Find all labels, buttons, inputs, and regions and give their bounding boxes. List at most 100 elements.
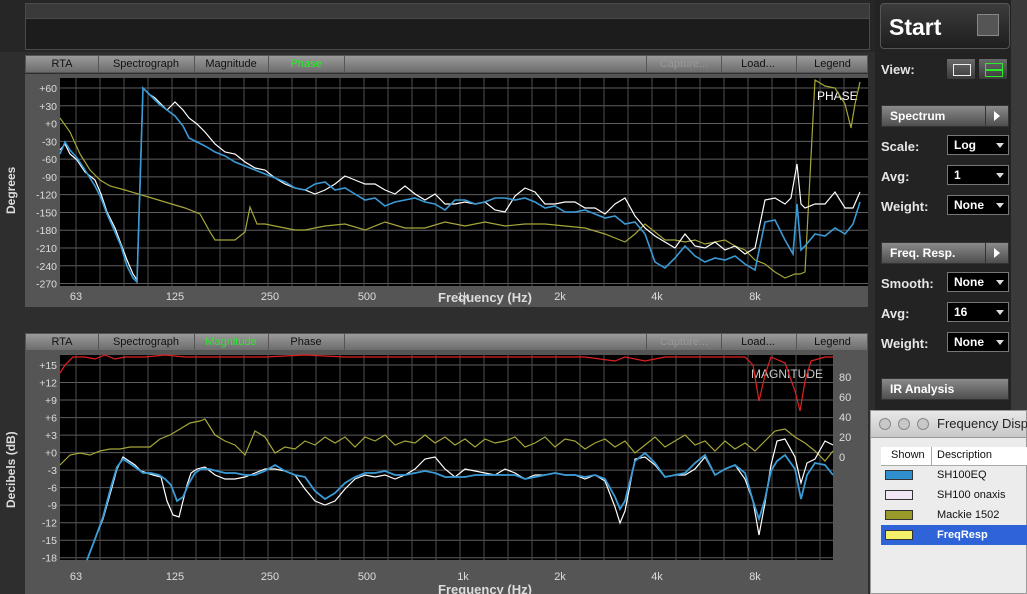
load-button[interactable]: Load... xyxy=(720,56,797,72)
x-tick-label: 125 xyxy=(166,291,184,303)
y-tick-label: +0 xyxy=(45,119,57,131)
y-tick-label: +3 xyxy=(45,430,57,442)
color-swatch[interactable] xyxy=(885,490,913,500)
chevron-down-icon xyxy=(996,310,1004,315)
spectrum-avg-select[interactable]: 1 xyxy=(947,165,1009,185)
top-header xyxy=(0,0,875,52)
tab-spectrograph[interactable]: Spectrograph xyxy=(98,56,195,72)
phase-x-tick-labels: 63 125 250 500 1k 2k 4k 8k xyxy=(70,291,761,303)
y-tick-label: -120 xyxy=(36,190,57,202)
y-tick-label: +60 xyxy=(39,83,57,95)
y-tick-label: -90 xyxy=(42,172,57,184)
coherence-tick-label: 80 xyxy=(839,372,851,384)
ir-analysis-section-header[interactable]: IR Analysis xyxy=(881,378,1009,400)
series-olive xyxy=(59,78,861,279)
coherence-tick-label: 40 xyxy=(839,412,851,424)
series-blue xyxy=(59,86,861,284)
start-button[interactable]: Start xyxy=(880,3,1010,49)
x-tick-label: 8k xyxy=(749,291,761,303)
scale-label: Scale: xyxy=(881,139,920,154)
header-display xyxy=(25,18,870,50)
y-tick-label: +12 xyxy=(39,378,57,390)
single-pane-icon xyxy=(953,64,971,76)
magnitude-plot: +15+12+9+6+3+0-3-6-9-12-15-18 806040200 … xyxy=(25,351,868,594)
spectrum-section-header[interactable]: Spectrum xyxy=(881,105,1009,127)
spectrum-weight-select[interactable]: None xyxy=(947,195,1009,215)
y-tick-label: -240 xyxy=(36,261,57,273)
chevron-down-icon xyxy=(996,143,1004,148)
capture-button[interactable]: Capture... xyxy=(646,334,722,350)
magnitude-x-tick-labels: 63 125 250 500 1k 2k 4k 8k xyxy=(70,571,761,583)
chevron-down-icon xyxy=(996,173,1004,178)
window-title-bar[interactable]: Frequency Disp xyxy=(871,411,1027,438)
color-swatch[interactable] xyxy=(885,510,913,520)
freq-resp-avg-label: Avg: xyxy=(881,306,910,321)
color-swatch[interactable] xyxy=(885,470,913,480)
x-tick-label: 1k xyxy=(457,291,469,303)
legend-row[interactable]: SH100 onaxis xyxy=(881,485,1027,505)
magnitude-y-tick-labels: +15 +12 +9 +6 +3 +0 -3 -6 -9 -12 -15 -18 xyxy=(39,360,57,565)
coherence-tick-labels: 80 60 40 20 0 xyxy=(839,372,851,464)
magnitude-x-axis-label: Frequency (Hz) xyxy=(438,582,532,594)
minimize-icon[interactable] xyxy=(898,418,910,430)
tab-rta[interactable]: RTA xyxy=(26,56,99,72)
y-tick-label: -3 xyxy=(48,465,57,477)
coherence-tick-label: 60 xyxy=(839,392,851,404)
phase-y-axis-label: Degrees xyxy=(4,166,18,214)
load-button[interactable]: Load... xyxy=(720,334,797,350)
tab-rta[interactable]: RTA xyxy=(26,334,99,350)
col-shown-header[interactable]: Shown xyxy=(891,449,925,461)
color-swatch[interactable] xyxy=(885,530,913,540)
spectrum-avg-label: Avg: xyxy=(881,169,910,184)
freq-resp-avg-select[interactable]: 16 xyxy=(947,302,1009,322)
view-single-button[interactable] xyxy=(946,58,976,80)
legend-button[interactable]: Legend xyxy=(814,58,851,70)
tab-phase[interactable]: Phase xyxy=(268,334,345,350)
frequency-display-window: Frequency Disp Shown Description SH100EQ… xyxy=(870,410,1027,594)
y-tick-label: -12 xyxy=(42,518,57,530)
legend-row[interactable]: SH100EQ xyxy=(881,465,1027,485)
expand-arrow-icon xyxy=(985,243,1008,263)
x-tick-label: 2k xyxy=(554,571,566,583)
legend-row[interactable]: Mackie 1502 xyxy=(881,505,1027,525)
series-white xyxy=(59,86,861,282)
y-tick-label: -15 xyxy=(42,535,57,547)
freq-resp-section-header[interactable]: Freq. Resp. xyxy=(881,242,1009,264)
legend-button[interactable]: Legend xyxy=(814,336,851,348)
y-tick-label: -210 xyxy=(36,243,57,255)
col-description-header[interactable]: Description xyxy=(937,449,993,461)
phase-x-axis-label: Frequency (Hz) xyxy=(438,290,532,305)
tab-magnitude[interactable]: Magnitude xyxy=(194,334,269,350)
phase-overlay-label: PHASE xyxy=(817,89,858,103)
view-split-button[interactable] xyxy=(978,58,1008,80)
phase-plot-area xyxy=(60,78,868,286)
series-olive xyxy=(59,418,834,466)
scale-select[interactable]: Log xyxy=(947,135,1009,155)
x-tick-label: 63 xyxy=(70,571,82,583)
x-tick-label: 500 xyxy=(358,571,376,583)
series-blue xyxy=(86,451,834,561)
legend-row-selected[interactable]: FreqResp xyxy=(881,525,1027,545)
capture-button[interactable]: Capture... xyxy=(646,56,722,72)
y-tick-label: -30 xyxy=(42,136,57,148)
x-tick-label: 250 xyxy=(261,291,279,303)
smooth-select[interactable]: None xyxy=(947,272,1009,292)
zoom-icon[interactable] xyxy=(917,418,929,430)
x-tick-label: 8k xyxy=(749,571,761,583)
y-tick-label: -6 xyxy=(48,483,57,495)
y-tick-label: -270 xyxy=(36,279,57,291)
y-tick-label: +6 xyxy=(45,413,57,425)
freq-resp-weight-select[interactable]: None xyxy=(947,332,1009,352)
y-tick-label: -18 xyxy=(42,553,57,565)
panel-edge xyxy=(1011,0,1027,410)
phase-y-tick-labels: +60 +30 +0 -30 -60 -90 -120 -150 -180 -210 -240 -27… xyxy=(36,83,57,291)
close-icon[interactable] xyxy=(879,418,891,430)
tab-spectrograph[interactable]: Spectrograph xyxy=(98,334,195,350)
tab-phase[interactable]: Phase xyxy=(268,56,345,72)
tab-magnitude[interactable]: Magnitude xyxy=(194,56,269,72)
expand-arrow-icon xyxy=(985,106,1008,126)
smooth-label: Smooth: xyxy=(881,276,934,291)
freq-resp-weight-label: Weight: xyxy=(881,336,929,351)
phase-tab-bar: RTA Spectrograph Magnitude Phase Capture… xyxy=(25,55,868,73)
series-red xyxy=(59,354,833,412)
